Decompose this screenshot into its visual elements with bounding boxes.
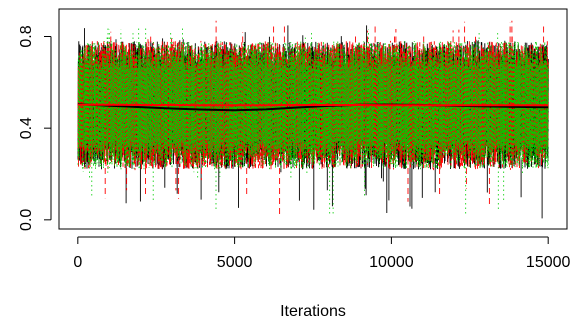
y-tick-label: 0.4 <box>18 117 35 139</box>
y-tick-label: 0.0 <box>18 209 35 231</box>
y-tick-label: 0.8 <box>18 25 35 47</box>
running-mean-series-2 <box>77 103 549 107</box>
x-axis: 0 5000 10000 15000 <box>73 236 571 271</box>
x-axis-title: Iterations <box>280 303 346 320</box>
x-tick-label: 0 <box>73 254 82 271</box>
x-tick-label: 5000 <box>217 254 253 271</box>
x-tick-label: 15000 <box>526 254 571 271</box>
y-axis: 0.0 0.4 0.8 <box>18 25 52 231</box>
plot-box <box>58 8 568 230</box>
x-tick-label: 10000 <box>369 254 414 271</box>
running-mean-lines <box>77 103 549 112</box>
trace-lines <box>77 20 549 219</box>
